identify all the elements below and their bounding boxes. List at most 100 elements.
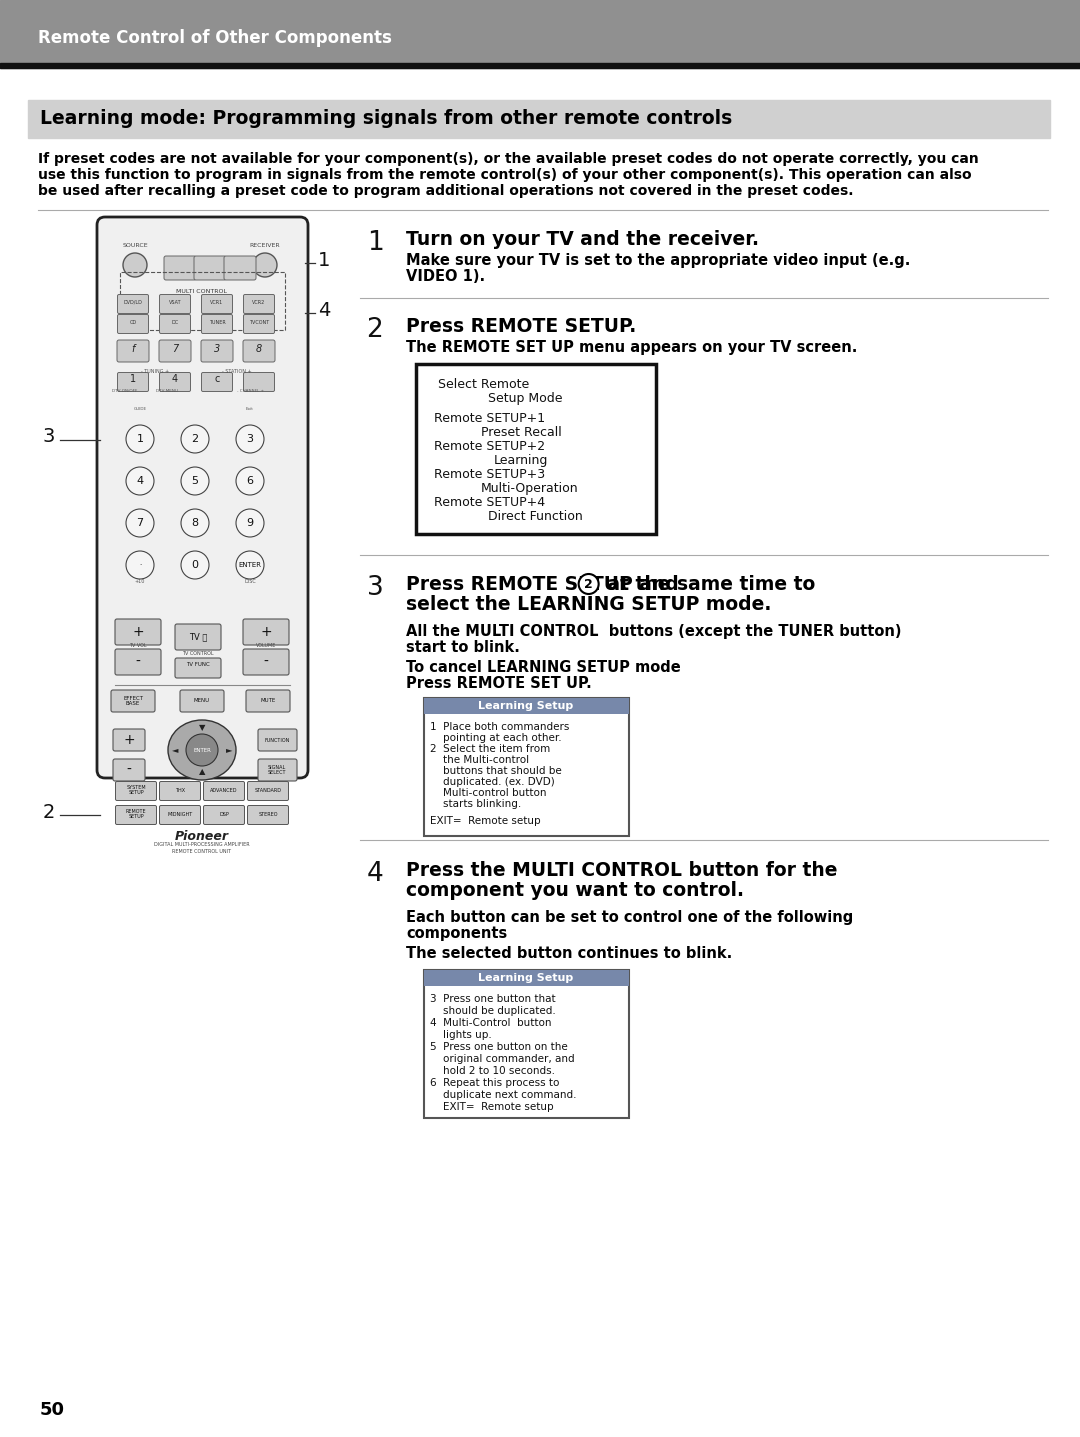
Circle shape (237, 509, 264, 537)
Circle shape (123, 253, 147, 277)
Text: VSAT: VSAT (168, 300, 181, 305)
FancyBboxPatch shape (258, 729, 297, 752)
Text: MUTE: MUTE (260, 698, 275, 704)
Text: 9: 9 (246, 517, 254, 527)
Text: 4: 4 (366, 861, 383, 887)
Text: buttons that should be: buttons that should be (430, 766, 562, 776)
FancyBboxPatch shape (180, 690, 224, 711)
FancyBboxPatch shape (243, 295, 274, 313)
Text: DISC: DISC (244, 579, 256, 583)
Text: All the MULTI CONTROL  buttons (except the TUNER button): All the MULTI CONTROL buttons (except th… (406, 624, 902, 639)
Circle shape (181, 467, 210, 494)
Text: 1: 1 (130, 374, 136, 384)
Text: 2: 2 (584, 578, 593, 591)
Text: components: components (406, 925, 508, 941)
FancyBboxPatch shape (114, 619, 161, 645)
FancyBboxPatch shape (118, 372, 149, 391)
Circle shape (237, 467, 264, 494)
Text: SIGNAL
SELECT: SIGNAL SELECT (268, 764, 286, 775)
Text: Direct Function: Direct Function (488, 510, 583, 523)
Text: select the LEARNING SETUP mode.: select the LEARNING SETUP mode. (406, 595, 771, 614)
Text: EXIT=  Remote setup: EXIT= Remote setup (430, 816, 541, 826)
FancyBboxPatch shape (246, 690, 291, 711)
Text: SYSTEM
SETUP: SYSTEM SETUP (126, 785, 146, 795)
Text: GUIDE: GUIDE (134, 407, 147, 411)
Text: +: + (260, 625, 272, 639)
Text: be used after recalling a preset code to program additional operations not cover: be used after recalling a preset code to… (38, 184, 853, 198)
FancyBboxPatch shape (243, 315, 274, 333)
Text: +10: +10 (135, 579, 145, 583)
Text: THX: THX (175, 787, 185, 792)
FancyBboxPatch shape (118, 295, 149, 313)
Text: Setup Mode: Setup Mode (488, 392, 563, 405)
FancyBboxPatch shape (258, 759, 297, 780)
Text: use this function to program in signals from the remote control(s) of your other: use this function to program in signals … (38, 168, 972, 182)
Text: Select Remote: Select Remote (438, 378, 529, 391)
Text: ·: · (139, 562, 141, 568)
FancyBboxPatch shape (243, 650, 289, 675)
Circle shape (237, 425, 264, 453)
Text: - TUNING +: - TUNING + (140, 369, 170, 374)
Text: pointing at each other.: pointing at each other. (430, 733, 562, 743)
Text: STANDARD: STANDARD (255, 787, 282, 792)
FancyBboxPatch shape (113, 759, 145, 780)
Text: 3: 3 (246, 434, 254, 444)
Text: The selected button continues to blink.: The selected button continues to blink. (406, 946, 732, 961)
Text: STEREO: STEREO (258, 812, 278, 816)
Text: 4: 4 (318, 300, 330, 319)
Text: Remote SETUP+3: Remote SETUP+3 (434, 468, 545, 481)
Circle shape (181, 425, 210, 453)
Bar (120, 272, 285, 331)
Text: 1: 1 (366, 230, 383, 256)
Bar (28, 101, 1050, 138)
Text: starts blinking.: starts blinking. (430, 799, 522, 809)
Text: DTV MENU: DTV MENU (157, 389, 178, 392)
Text: MULTI CONTROL: MULTI CONTROL (176, 289, 228, 295)
Text: hold 2 to 10 seconds.: hold 2 to 10 seconds. (430, 1066, 555, 1076)
Text: VOLUME: VOLUME (256, 642, 276, 648)
Text: VCR2: VCR2 (253, 300, 266, 305)
Text: original commander, and: original commander, and (430, 1053, 575, 1063)
Text: 5: 5 (191, 476, 199, 486)
FancyBboxPatch shape (160, 806, 201, 825)
Text: TVCONT: TVCONT (248, 320, 269, 325)
Text: 6  Repeat this process to: 6 Repeat this process to (430, 1078, 559, 1088)
Text: 3: 3 (366, 575, 383, 601)
Text: -: - (126, 763, 132, 777)
FancyBboxPatch shape (175, 624, 221, 650)
Text: 1: 1 (318, 250, 330, 270)
Bar (424, 970, 629, 986)
Text: 4: 4 (136, 476, 144, 486)
Circle shape (126, 467, 154, 494)
FancyBboxPatch shape (247, 806, 288, 825)
Text: -: - (264, 655, 269, 670)
Ellipse shape (168, 720, 237, 780)
Text: ENTER: ENTER (239, 562, 261, 568)
Text: 3  Press one button that: 3 Press one button that (430, 994, 555, 1004)
Text: 8: 8 (256, 343, 262, 354)
Text: Multi-control button: Multi-control button (430, 787, 546, 798)
FancyBboxPatch shape (114, 650, 161, 675)
Text: If preset codes are not available for your component(s), or the available preset: If preset codes are not available for yo… (38, 152, 978, 167)
Text: Preset Recall: Preset Recall (481, 425, 562, 438)
Text: Exit: Exit (246, 407, 254, 411)
Text: +: + (123, 733, 135, 747)
Circle shape (181, 550, 210, 579)
Text: VIDEO 1).: VIDEO 1). (406, 269, 485, 285)
Text: DSP: DSP (219, 812, 229, 816)
Text: DTV ON/OFF: DTV ON/OFF (112, 389, 137, 392)
Text: SOURCE: SOURCE (122, 243, 148, 249)
Text: Remote SETUP+4: Remote SETUP+4 (434, 496, 545, 509)
Text: FUNCTION: FUNCTION (265, 737, 289, 743)
Text: RECEIVER: RECEIVER (249, 243, 281, 249)
Text: 3: 3 (214, 343, 220, 354)
Text: REMOTE
SETUP: REMOTE SETUP (125, 809, 146, 819)
FancyBboxPatch shape (118, 315, 149, 333)
Text: EXIT=  Remote setup: EXIT= Remote setup (430, 1102, 554, 1112)
FancyBboxPatch shape (159, 341, 191, 362)
Text: Learning Setup: Learning Setup (478, 701, 573, 711)
Text: 2: 2 (366, 318, 383, 343)
FancyBboxPatch shape (160, 782, 201, 800)
Text: 6: 6 (246, 476, 254, 486)
Text: TV ⏻: TV ⏻ (189, 632, 207, 641)
